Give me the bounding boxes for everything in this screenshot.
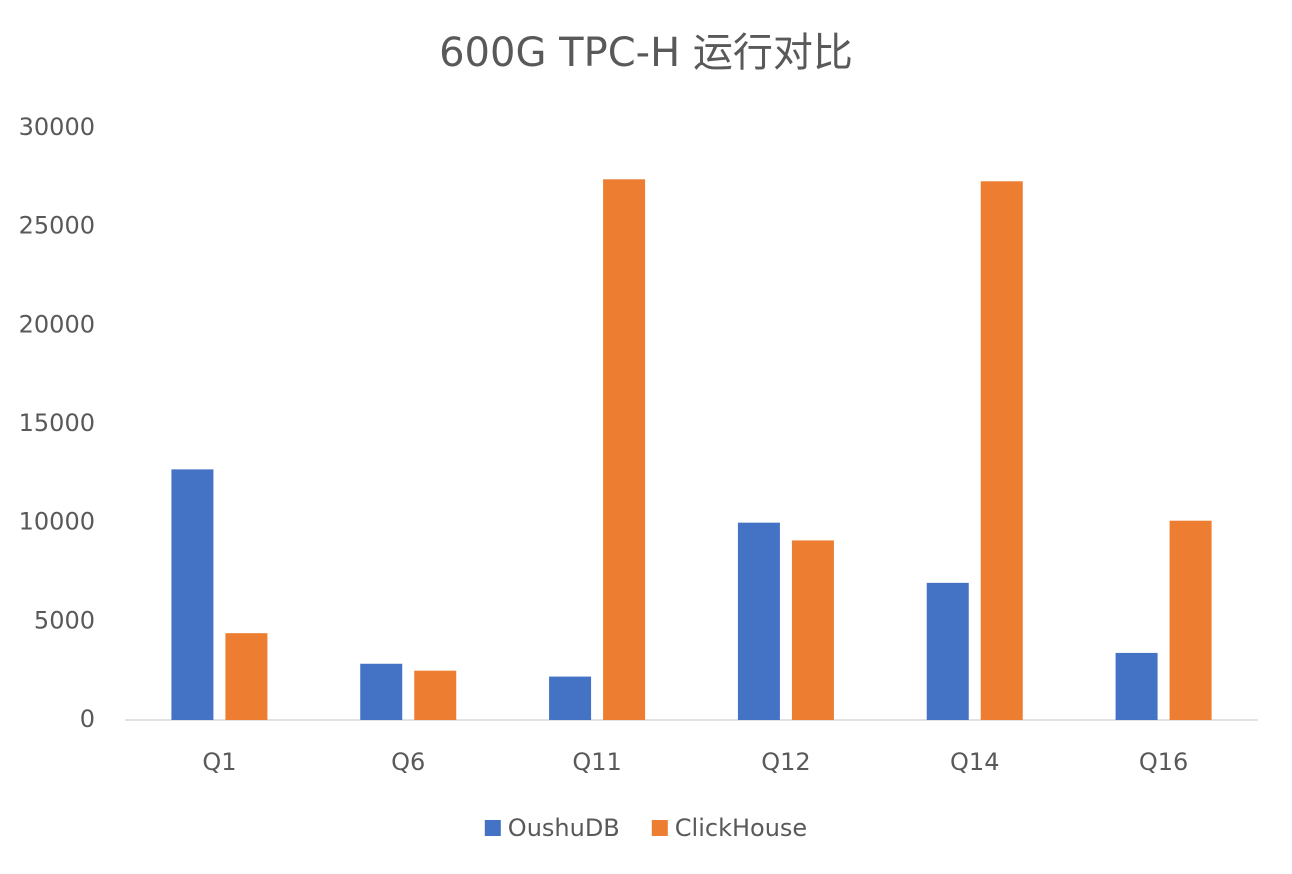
legend-label: ClickHouse — [675, 814, 807, 842]
y-tick-label: 5000 — [34, 606, 95, 634]
x-tick-label: Q6 — [391, 748, 425, 776]
legend-swatch — [484, 820, 501, 836]
bar — [360, 663, 403, 720]
y-tick-label: 0 — [80, 705, 95, 733]
x-tick-label: Q1 — [202, 748, 236, 776]
bar — [603, 179, 646, 721]
y-tick-label: 25000 — [19, 212, 95, 240]
chart-title: 600G TPC-H 运行对比 — [439, 30, 853, 76]
bar — [926, 582, 969, 720]
bar — [737, 522, 780, 720]
y-tick-label: 10000 — [19, 508, 95, 536]
x-tick-label: Q14 — [950, 748, 999, 776]
bar — [1169, 520, 1212, 720]
x-tick-label: Q11 — [572, 748, 621, 776]
y-tick-label: 20000 — [19, 310, 95, 338]
bar — [791, 540, 834, 720]
bar — [225, 633, 268, 720]
bar — [549, 676, 592, 720]
legend-label: OushuDB — [508, 814, 620, 842]
bar — [414, 670, 457, 720]
bar — [1115, 652, 1158, 720]
x-tick-label: Q16 — [1139, 748, 1188, 776]
legend-swatch — [651, 820, 668, 836]
y-tick-label: 15000 — [19, 409, 95, 437]
bar — [171, 469, 214, 720]
x-tick-label: Q12 — [761, 748, 810, 776]
bar — [980, 181, 1023, 720]
y-tick-label: 30000 — [19, 113, 95, 141]
